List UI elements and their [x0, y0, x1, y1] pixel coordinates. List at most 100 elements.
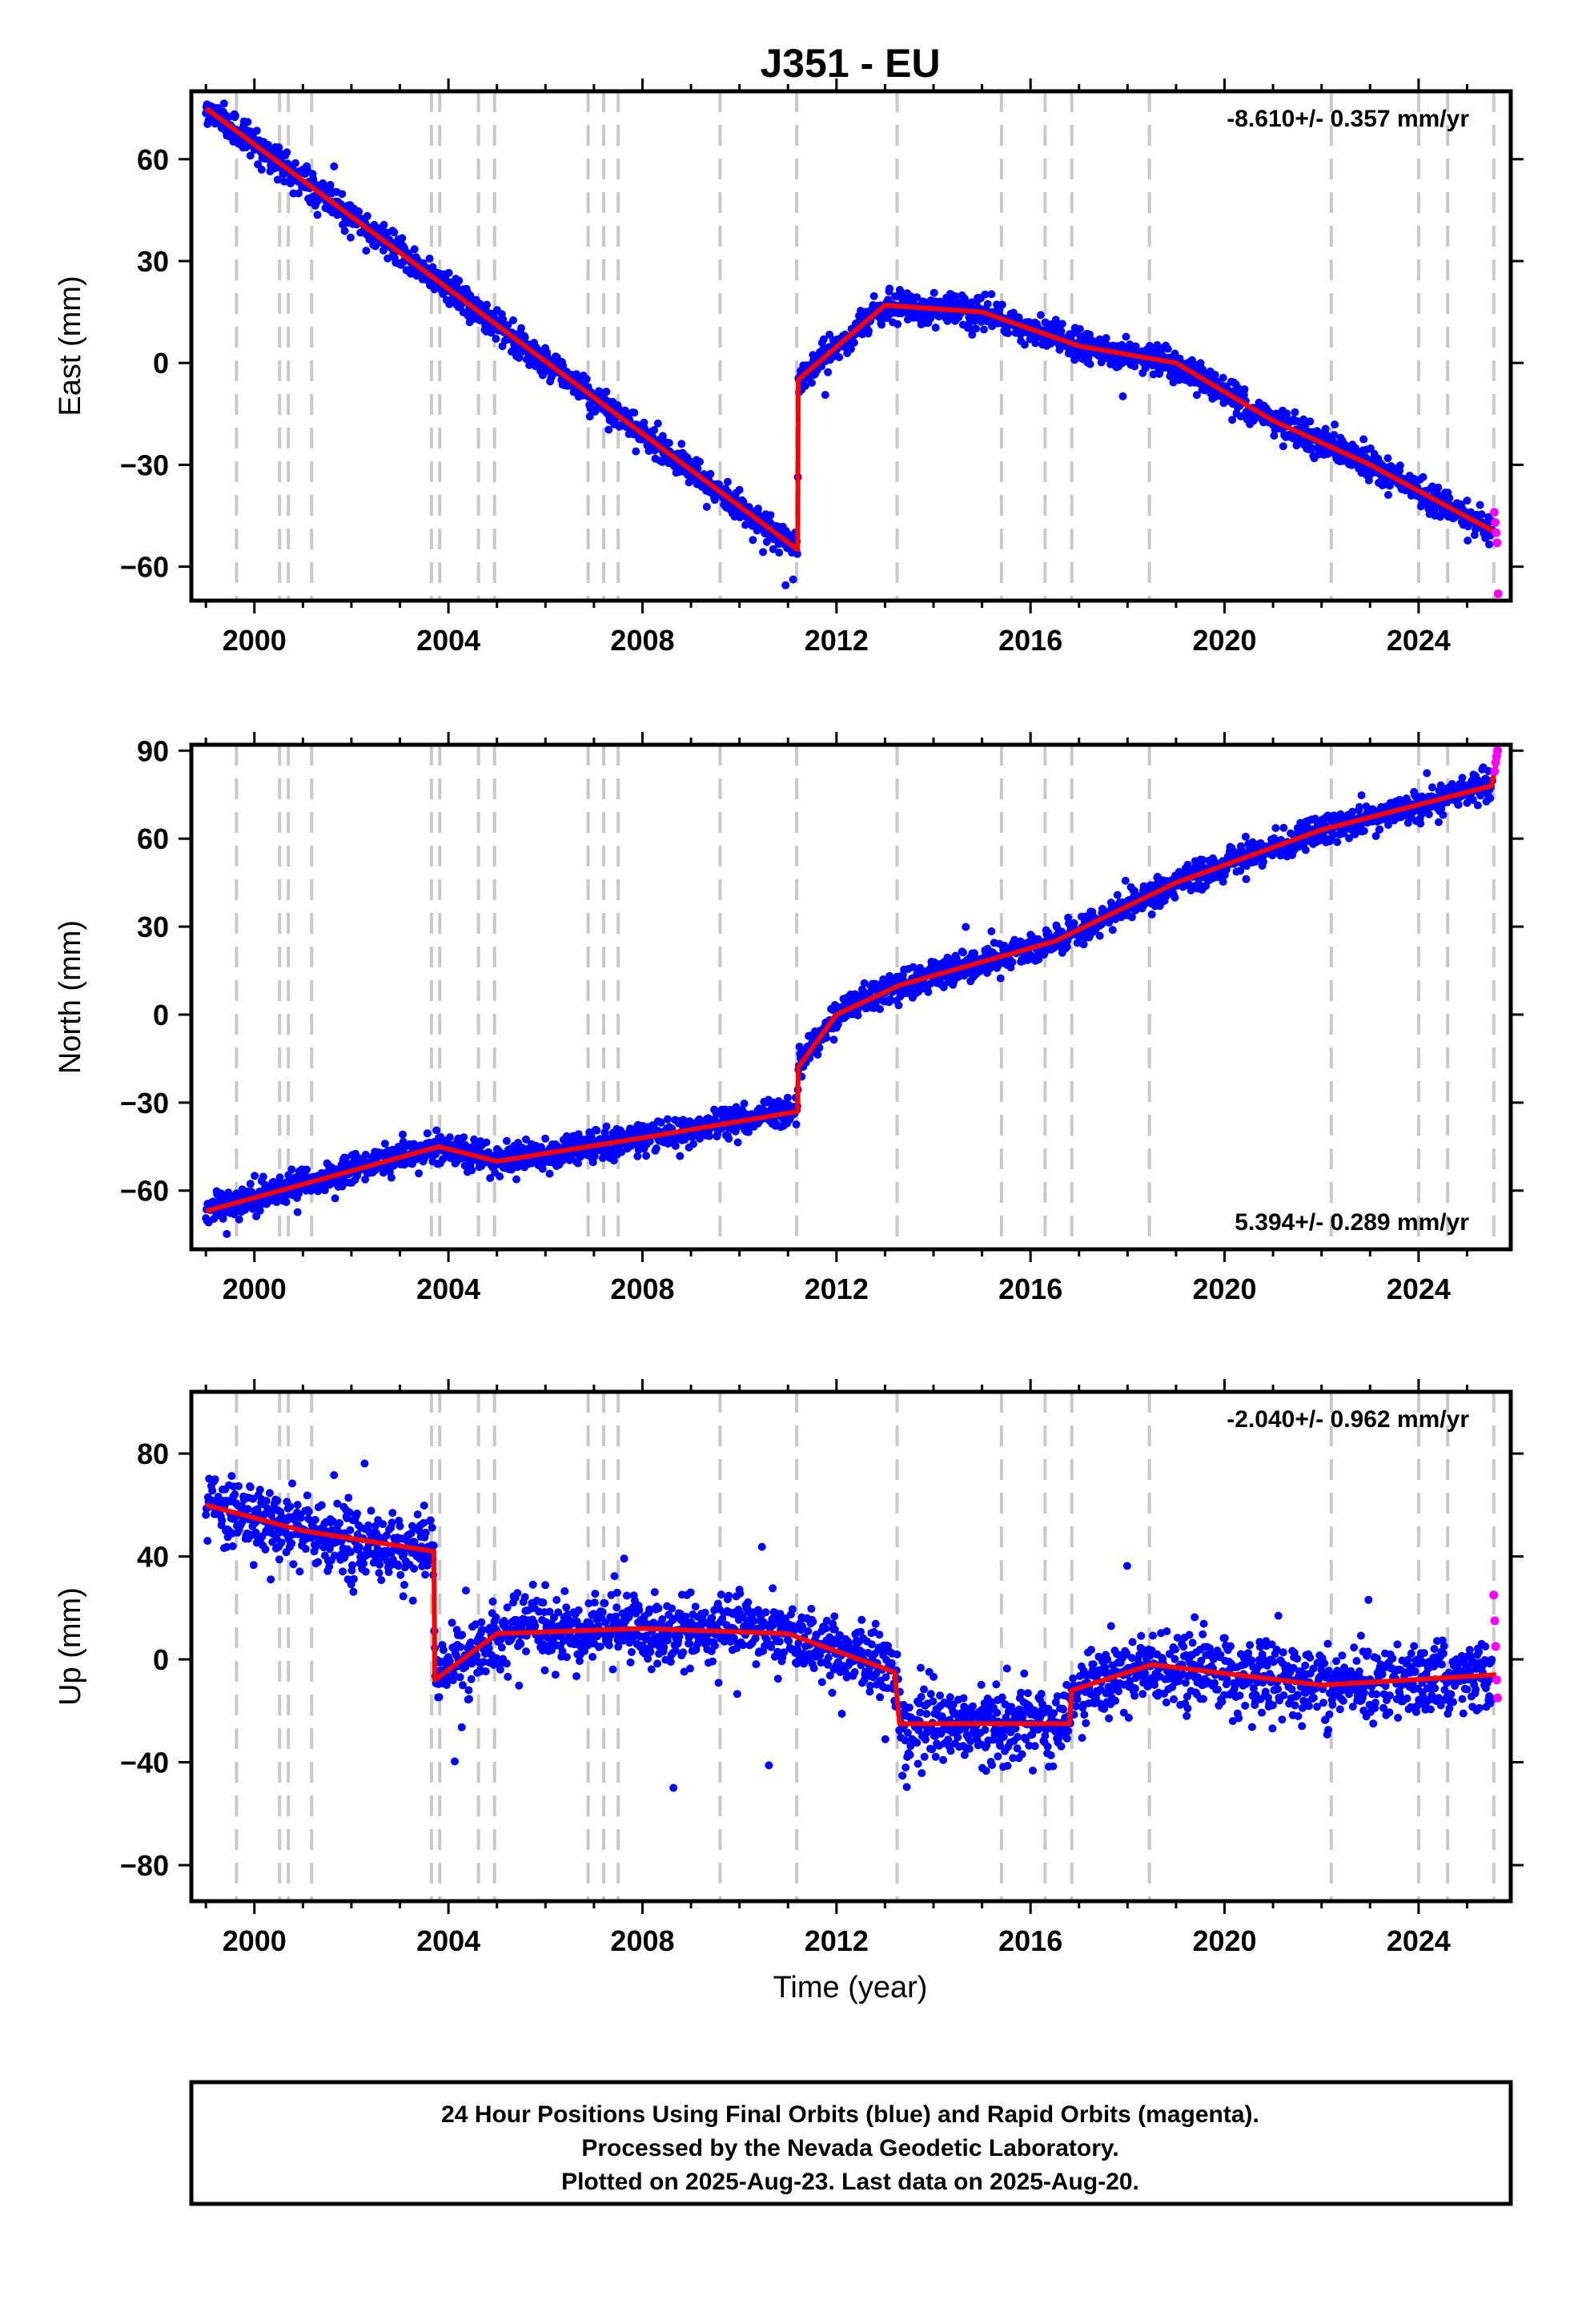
data-point [1445, 494, 1454, 502]
data-point [980, 325, 988, 334]
data-point [387, 1173, 396, 1182]
data-point [871, 999, 880, 1008]
data-point [644, 447, 653, 456]
data-point [320, 1186, 329, 1195]
data-point [1236, 866, 1245, 875]
data-point [1064, 913, 1073, 922]
east-model-line [204, 106, 1498, 553]
data-point [423, 1129, 432, 1138]
data-point [252, 1212, 261, 1220]
rapid-orbit-point [1491, 517, 1500, 527]
data-point [1020, 340, 1029, 349]
data-point [399, 1130, 407, 1139]
rapid-orbit-point [1490, 766, 1500, 776]
north-plot-area [202, 745, 1503, 1249]
data-point [1366, 444, 1375, 452]
data-point [909, 963, 917, 971]
data-point [1241, 832, 1250, 841]
data-point [998, 300, 1006, 309]
data-point [869, 292, 878, 300]
data-point [924, 987, 933, 996]
data-point [808, 379, 816, 387]
data-point [499, 315, 508, 324]
data-point [430, 285, 439, 294]
data-point [231, 111, 239, 120]
data-point [371, 242, 379, 251]
data-point [1037, 311, 1045, 320]
data-point [1416, 819, 1425, 828]
data-point [1434, 483, 1443, 492]
data-point [1424, 810, 1433, 818]
data-point [545, 1169, 554, 1178]
data-point [492, 335, 500, 343]
data-point [1062, 943, 1071, 951]
data-point [801, 381, 809, 390]
data-point [1121, 876, 1130, 885]
data-point [885, 284, 894, 293]
data-point [282, 1198, 291, 1206]
data-point [630, 408, 639, 417]
x-tick-label: 2020 [1192, 624, 1256, 657]
data-point [1240, 385, 1249, 394]
data-point [520, 333, 529, 342]
y-tick-label: 0 [153, 347, 169, 380]
data-point [361, 1150, 370, 1159]
data-point [1306, 417, 1315, 426]
data-point [877, 320, 886, 329]
data-point [496, 1172, 504, 1180]
data-point [1468, 795, 1477, 804]
data-point [740, 1100, 749, 1108]
data-point [849, 338, 858, 347]
data-point [759, 548, 768, 557]
data-point [931, 324, 940, 332]
data-point [1348, 807, 1357, 816]
data-point [665, 439, 673, 448]
data-point [363, 211, 371, 220]
data-point [1435, 818, 1443, 826]
data-point [342, 1153, 350, 1162]
data-point [1219, 878, 1227, 887]
data-point [705, 1132, 714, 1140]
data-point [287, 1165, 296, 1174]
data-point [504, 320, 512, 329]
data-point [604, 425, 613, 434]
data-point [987, 290, 996, 299]
data-point [538, 1164, 547, 1173]
data-point [642, 1152, 651, 1160]
data-point [858, 330, 866, 339]
data-point [470, 1135, 479, 1144]
data-point [432, 1126, 441, 1135]
data-point [1202, 882, 1211, 891]
east-plot-area [202, 91, 1503, 601]
data-point [1454, 800, 1463, 809]
data-point [1301, 846, 1310, 854]
data-point [1384, 491, 1392, 499]
data-point [1333, 838, 1342, 846]
data-point [587, 1132, 596, 1141]
data-point [1486, 794, 1495, 802]
data-point [602, 388, 611, 396]
data-point [1419, 472, 1427, 481]
data-point [502, 1136, 511, 1145]
data-point [592, 1126, 601, 1135]
data-point [617, 1148, 626, 1156]
east-frame [189, 89, 1513, 603]
data-point [753, 526, 761, 535]
data-point [486, 1174, 495, 1183]
x-tick-label: 2024 [1387, 624, 1451, 657]
data-point [1463, 497, 1472, 505]
data-point [1283, 409, 1291, 418]
data-point [362, 247, 371, 255]
data-point [930, 288, 938, 297]
x-tick-label: 2016 [998, 624, 1062, 657]
figure-title: J351 - EU [760, 41, 940, 86]
rapid-orbit-point [1493, 589, 1503, 599]
data-point [1105, 919, 1114, 927]
data-point [775, 549, 784, 557]
data-point [1395, 461, 1404, 470]
data-point [652, 1144, 661, 1152]
data-point [749, 536, 757, 545]
data-point [1170, 893, 1179, 902]
data-point [1331, 420, 1339, 429]
data-point [1359, 826, 1368, 835]
